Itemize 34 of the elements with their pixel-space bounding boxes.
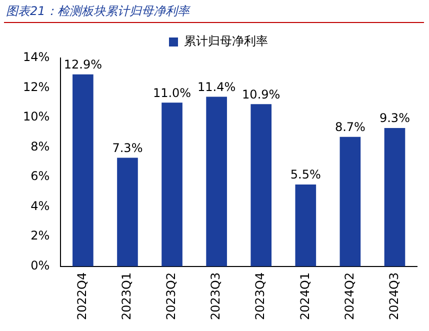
x-tick-label: 2023Q2 [164, 272, 178, 320]
text: 12.9% [64, 58, 102, 72]
y-tick-label: 14% [23, 50, 50, 64]
x-tick-label: 2023Q1 [120, 272, 134, 320]
bar [340, 136, 361, 266]
text: 5.5% [290, 168, 321, 182]
bar [206, 96, 227, 266]
x-tick-label: 2024Q1 [298, 272, 312, 320]
text: 10.9% [242, 87, 280, 102]
bar [384, 128, 406, 266]
y-tick-label: 0% [30, 258, 50, 273]
x-tick-label: 2024Q3 [386, 272, 401, 320]
text: 11.0% [152, 86, 192, 100]
bar [162, 102, 182, 266]
y-tick-label: 10% [23, 110, 50, 124]
bar [250, 104, 272, 266]
x-tick-label: 2022Q4 [75, 272, 90, 320]
x-tick-label: 2023Q4 [253, 272, 268, 320]
bar [295, 184, 316, 266]
chart-title: 图表21：检测板块累计归母净利率 [6, 3, 190, 20]
y-tick-label: 8% [30, 139, 50, 154]
y-tick-label: 2% [30, 228, 50, 243]
text: 8.7% [334, 120, 366, 134]
x-tick-label: 2023Q3 [208, 272, 223, 320]
bar [72, 74, 94, 266]
bar [117, 158, 138, 266]
text: 9.3% [379, 111, 410, 126]
legend-label: 累计归母净利率 [184, 34, 268, 48]
y-tick-label: 6% [30, 169, 50, 184]
text: 11.4% [198, 80, 236, 94]
y-tick-label: 12% [23, 80, 50, 94]
y-tick-label: 4% [30, 198, 50, 213]
text: 7.3% [112, 140, 143, 155]
x-tick-label: 2024Q2 [342, 272, 356, 320]
